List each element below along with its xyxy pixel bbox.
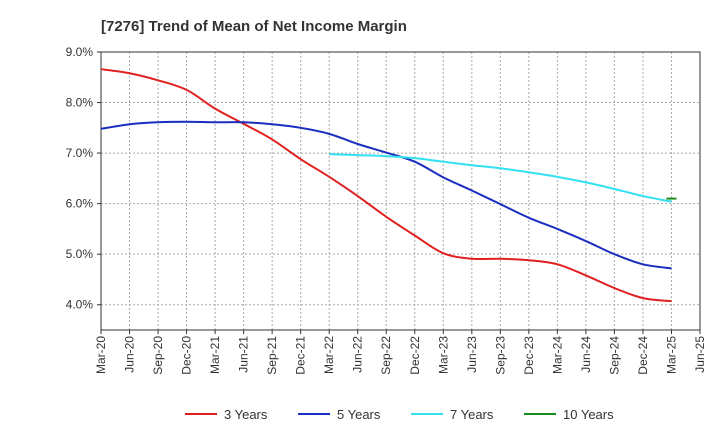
x-tick-label: Dec-24 [636, 336, 650, 375]
legend-item: 7 Years [411, 407, 494, 422]
x-tick-label: Mar-23 [436, 336, 450, 374]
x-tick-label: Mar-22 [322, 336, 336, 374]
legend-item: 5 Years [298, 407, 381, 422]
x-tick-label: Jun-25 [693, 336, 707, 373]
x-tick-label: Jun-21 [237, 336, 251, 373]
plot-area [100, 51, 701, 331]
x-tick-label: Sep-23 [493, 336, 507, 375]
x-tick-label: Mar-24 [550, 336, 564, 374]
x-tick-label: Dec-23 [522, 336, 536, 375]
y-tick-label: 7.0% [66, 146, 94, 160]
x-tick-label: Jun-24 [579, 336, 593, 373]
x-tick-label: Sep-22 [379, 336, 393, 375]
y-tick-label: 4.0% [66, 298, 94, 312]
y-tick-label: 8.0% [66, 96, 94, 110]
x-tick-label: Mar-25 [664, 336, 678, 374]
x-tick-label: Sep-24 [607, 336, 621, 375]
grid-lines [101, 52, 700, 330]
legend-item: 3 Years [185, 407, 268, 422]
legend-label: 7 Years [450, 407, 494, 422]
series-5-years-line [100, 120, 672, 270]
x-axis: Mar-20 Jun-20 Sep-20 Dec-20 Mar-21 Jun-21 Sep-… [94, 330, 707, 375]
y-tick-label: 9.0% [66, 45, 94, 59]
legend: 3 Years 5 Years 7 Years 10 Years [185, 407, 614, 422]
x-tick-label: Jun-20 [123, 336, 137, 373]
legend-item: 10 Years [524, 407, 614, 422]
x-tick-label: Sep-21 [265, 336, 279, 375]
x-tick-label: Jun-23 [465, 336, 479, 373]
legend-label: 3 Years [224, 407, 268, 422]
y-axis: 9.0% 8.0% 7.0% 6.0% 5.0% 4.0% [66, 45, 101, 312]
x-tick-label: Mar-20 [94, 336, 108, 374]
series-lines [100, 68, 677, 303]
series-7-years-line [329, 153, 672, 203]
series-3-years-line [100, 68, 672, 303]
x-tick-label: Mar-21 [208, 336, 222, 374]
x-tick-label: Jun-22 [351, 336, 365, 373]
legend-label: 5 Years [337, 407, 381, 422]
legend-label: 10 Years [563, 407, 614, 422]
x-tick-label: Dec-22 [408, 336, 422, 375]
y-tick-label: 6.0% [66, 197, 94, 211]
x-tick-label: Dec-20 [180, 336, 194, 375]
x-tick-label: Dec-21 [294, 336, 308, 375]
x-tick-label: Sep-20 [151, 336, 165, 375]
y-tick-label: 5.0% [66, 247, 94, 261]
chart-title: [7276] Trend of Mean of Net Income Margi… [101, 18, 407, 35]
